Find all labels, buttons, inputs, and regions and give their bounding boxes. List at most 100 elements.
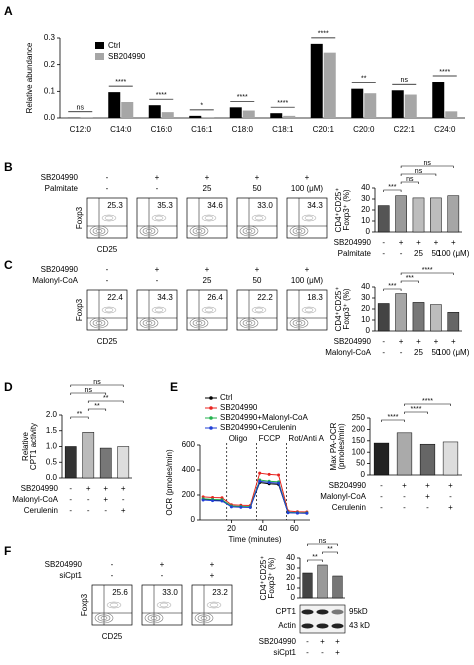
contour bbox=[195, 229, 203, 233]
percentage-label: 25.3 bbox=[107, 201, 123, 210]
y-tick-label: 0 bbox=[291, 593, 296, 602]
flow-plot bbox=[186, 289, 228, 331]
y-tick-label: 200 bbox=[182, 490, 196, 499]
condition-label: Palmitate bbox=[45, 184, 79, 193]
contour bbox=[195, 321, 203, 325]
condition-value: + bbox=[399, 337, 404, 346]
condition-value: + bbox=[451, 337, 456, 346]
significance-bracket bbox=[87, 400, 124, 403]
contour bbox=[197, 614, 211, 622]
condition-value: - bbox=[321, 648, 324, 657]
contour bbox=[101, 214, 117, 222]
percentage-label: 33.0 bbox=[162, 588, 178, 597]
contour bbox=[254, 307, 264, 313]
significance-label: ** bbox=[94, 403, 100, 410]
significance-label: **** bbox=[439, 69, 450, 76]
condition-value: - bbox=[400, 348, 403, 357]
legend-swatch bbox=[95, 53, 104, 60]
significance-label: * bbox=[200, 103, 203, 110]
y-axis-label: Relative abundance bbox=[25, 42, 34, 113]
bar bbox=[447, 312, 460, 332]
significance-label: ns bbox=[406, 176, 414, 183]
condition-value: - bbox=[106, 184, 109, 193]
condition-value: - bbox=[122, 495, 125, 504]
bar bbox=[377, 205, 390, 233]
condition-value: - bbox=[306, 637, 309, 646]
condition-label: siCpt1 bbox=[273, 648, 296, 657]
percentage-label: 18.3 bbox=[307, 293, 323, 302]
x-tick-label: C12:0 bbox=[70, 125, 92, 134]
line bbox=[203, 472, 307, 513]
contour bbox=[89, 225, 109, 237]
band-size: 95kD bbox=[349, 607, 368, 616]
bar bbox=[317, 564, 328, 599]
significance-bracket bbox=[381, 419, 405, 422]
condition-value: - bbox=[156, 276, 159, 285]
legend-label: Ctrl bbox=[220, 393, 233, 402]
condition-label: SB204990 bbox=[334, 337, 372, 346]
bar bbox=[161, 112, 174, 118]
bar bbox=[302, 572, 313, 599]
condition-value: - bbox=[403, 492, 406, 501]
condition-value: + bbox=[305, 173, 310, 182]
contour bbox=[106, 601, 122, 609]
y-tick-label: 1.0 bbox=[46, 442, 58, 451]
point bbox=[220, 499, 224, 503]
x-tick-label: C20:0 bbox=[353, 125, 375, 134]
x-tick-label: C24:0 bbox=[434, 125, 456, 134]
annotation: FCCP bbox=[259, 434, 281, 443]
condition-value: - bbox=[382, 337, 385, 346]
condition-value: - bbox=[426, 503, 429, 512]
panel-letter: B bbox=[4, 160, 13, 174]
condition-value: + bbox=[255, 265, 260, 274]
y-tick-label: 10 bbox=[361, 315, 370, 324]
condition-value: + bbox=[305, 265, 310, 274]
x-tick-label: C14:0 bbox=[110, 125, 132, 134]
band bbox=[316, 623, 329, 629]
y-tick-label: 0 bbox=[191, 515, 196, 524]
contour bbox=[159, 602, 169, 608]
contour bbox=[189, 317, 209, 329]
condition-value: + bbox=[155, 173, 160, 182]
y-tick-label: 50 bbox=[356, 459, 365, 468]
flow-y-label: Foxp3 bbox=[75, 298, 84, 321]
contour bbox=[239, 225, 259, 237]
condition-value: + bbox=[255, 173, 260, 182]
condition-value: - bbox=[382, 238, 385, 247]
condition-value: + bbox=[416, 238, 421, 247]
condition-value: + bbox=[103, 495, 108, 504]
point bbox=[258, 471, 262, 475]
condition-value: + bbox=[320, 637, 325, 646]
flow-plot bbox=[236, 289, 278, 331]
panel-letter: F bbox=[4, 544, 11, 558]
significance-bracket bbox=[404, 403, 451, 406]
bar bbox=[419, 443, 436, 476]
condition-label: SB204990 bbox=[329, 481, 367, 490]
contour bbox=[142, 227, 156, 235]
x-tick-label: 20 bbox=[227, 524, 236, 533]
significance-bracket bbox=[404, 411, 428, 414]
legend-marker bbox=[209, 426, 213, 430]
significance-label: ** bbox=[327, 546, 333, 553]
bar bbox=[148, 105, 161, 118]
percentage-label: 26.4 bbox=[207, 293, 223, 302]
x-tick-label: 60 bbox=[290, 524, 299, 533]
condition-value: - bbox=[380, 492, 383, 501]
flow-plot bbox=[286, 197, 328, 239]
significance-bracket bbox=[383, 288, 402, 291]
contour bbox=[209, 602, 219, 608]
y-axis-label: Foxp3⁺ (%) bbox=[342, 288, 351, 329]
y-tick-label: 0.1 bbox=[44, 86, 56, 95]
bar bbox=[99, 447, 112, 479]
condition-value: 100 (μM) bbox=[291, 184, 324, 193]
x-tick-label: 40 bbox=[258, 524, 267, 533]
significance-bracket bbox=[307, 543, 338, 546]
condition-value: + bbox=[160, 560, 165, 569]
flow-x-label: CD25 bbox=[97, 245, 118, 254]
flow-y-label: Foxp3 bbox=[75, 206, 84, 229]
flow-plot bbox=[91, 584, 133, 626]
y-tick-label: 2.0 bbox=[46, 410, 58, 419]
bar bbox=[442, 441, 459, 476]
condition-value: + bbox=[448, 481, 453, 490]
flow-plot bbox=[136, 289, 178, 331]
